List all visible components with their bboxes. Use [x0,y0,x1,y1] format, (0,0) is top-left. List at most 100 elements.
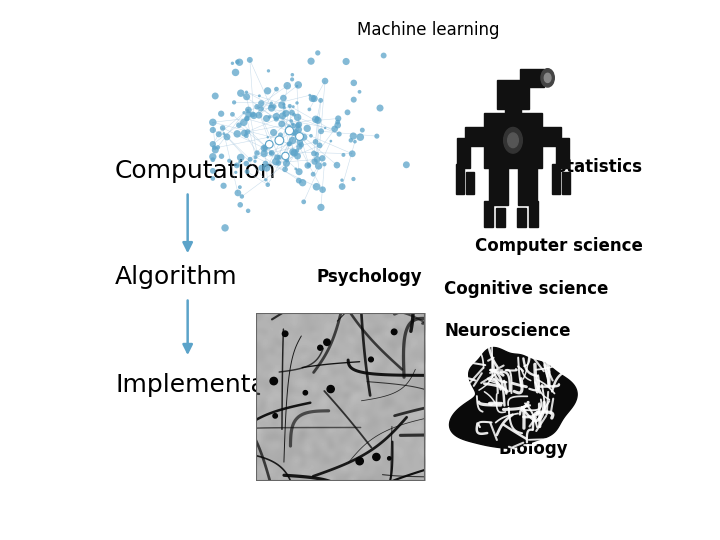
Point [315,96,326,105]
Polygon shape [449,348,577,448]
Point [307,94,318,103]
Point [248,111,260,120]
Bar [497,80,529,109]
Point [293,177,305,185]
Text: Computer science: Computer science [474,237,642,255]
Point [236,192,248,201]
Point [264,140,275,149]
Point [378,51,390,60]
Point [207,174,219,183]
Point [282,82,293,90]
Point [253,91,265,100]
Point [240,131,252,140]
Bar [552,164,559,193]
Point [354,87,365,96]
Point [263,66,274,75]
Point [318,160,330,168]
Text: Neuroscience: Neuroscience [444,322,571,340]
Circle shape [318,345,323,350]
Point [259,144,271,152]
Point [302,161,313,170]
Point [297,178,308,187]
Point [266,148,277,157]
Point [264,112,275,121]
Point [275,136,287,145]
Point [287,147,299,156]
Point [292,152,303,160]
Point [320,124,331,132]
Bar [495,208,505,227]
Text: Biology: Biology [499,441,568,458]
Point [346,150,358,158]
Text: Algorithm: Algorithm [115,265,238,289]
Point [271,115,282,124]
Point [250,153,261,161]
Point [272,134,284,143]
Bar [529,201,539,227]
Point [213,130,225,139]
Point [341,57,352,66]
Point [348,96,359,104]
Point [231,161,243,170]
Point [207,126,219,134]
Point [302,124,313,133]
Point [228,98,240,107]
Bar [467,172,474,193]
Point [281,156,292,165]
Point [217,124,228,132]
Point [207,166,219,175]
Point [279,103,290,112]
Point [349,137,361,146]
Point [287,70,298,79]
Bar [484,201,493,227]
Point [304,91,315,99]
Point [336,182,348,191]
Point [319,77,330,85]
Point [275,131,287,139]
Point [278,100,289,109]
Point [231,130,243,138]
Point [243,110,254,119]
Point [218,181,230,190]
Text: Psychology: Psychology [316,268,422,286]
Point [284,123,295,131]
Point [242,106,253,114]
Point [290,165,302,173]
Point [256,105,267,113]
Point [313,161,325,170]
Point [374,104,386,112]
Point [253,111,265,119]
Point [234,58,246,66]
Point [232,58,243,66]
Point [332,118,343,126]
Point [243,206,254,215]
Point [241,114,253,123]
Point [289,128,301,137]
Bar [457,138,470,168]
Point [243,106,254,114]
Point [303,161,315,170]
Text: Statistics: Statistics [554,158,642,176]
Point [241,92,253,101]
Bar [505,105,521,113]
Point [333,130,345,138]
Point [331,161,343,170]
Point [356,126,368,134]
Point [298,198,310,206]
Point [262,180,274,189]
Point [265,102,276,111]
Point [269,102,280,111]
Point [210,92,221,100]
Point [233,121,245,130]
Point [292,82,303,90]
Point [311,183,323,191]
Point [270,157,282,166]
Bar [518,164,537,205]
Circle shape [356,457,364,465]
Point [261,164,272,172]
Point [287,136,298,145]
Point [317,154,328,163]
Point [288,110,300,119]
Point [332,121,343,130]
Point [265,149,276,158]
